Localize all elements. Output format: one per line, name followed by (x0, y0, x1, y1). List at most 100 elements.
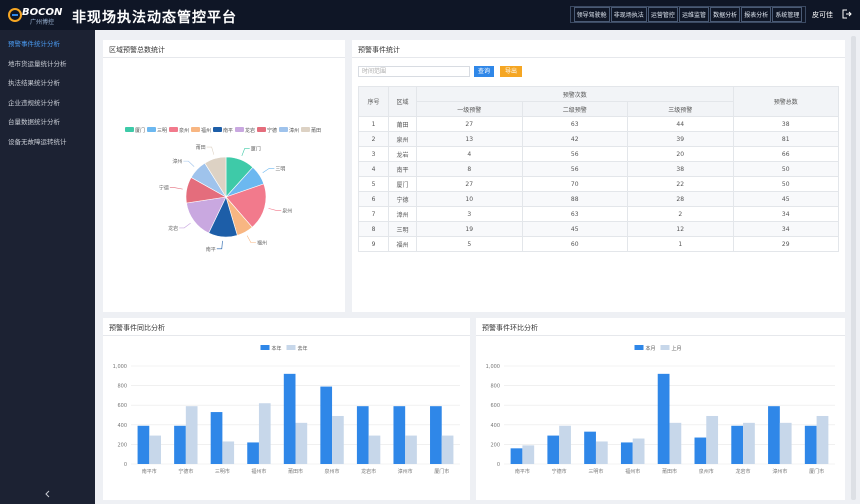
table-cell: 88 (521, 191, 628, 207)
table-cell: 10 (416, 191, 523, 207)
x-tick-label: 龙岩市 (736, 468, 751, 475)
legend-swatch (169, 127, 178, 132)
table-cell: 5 (416, 236, 523, 252)
table-panel: 预警事件统计 时间范围 查询 导出 序号 区域 预警次数 预警总数 一级预警 二级预警 三级… (352, 40, 845, 312)
x-tick-label: 莆田市 (662, 468, 677, 475)
sidebar-item[interactable]: 设备无故障运转统计 (8, 137, 67, 146)
table-cell: 45 (732, 191, 839, 207)
header: BOCON 广州博控 非现场执法动态管控平台 领导驾驶舱 非现场执法 运营管控 运维监… (0, 0, 860, 30)
table-cell: 4 (358, 161, 389, 177)
user-name[interactable]: 皮可佳 (812, 11, 833, 19)
y-tick-label: 600 (490, 403, 500, 409)
nav-item[interactable]: 数据分析 (710, 7, 741, 22)
table-row: 5 厦门 27 70 22 50 (358, 176, 839, 192)
table-cell: 福州 (388, 236, 417, 252)
legend-swatch (147, 127, 156, 132)
bar (210, 412, 223, 464)
table-row: 8 三明 19 45 12 34 (358, 221, 839, 237)
table-cell: 2 (627, 206, 734, 222)
filter-select[interactable]: 时间范围 (358, 66, 470, 77)
table-cell: 56 (521, 161, 628, 177)
table-cell: 34 (732, 221, 839, 237)
sidebar-item[interactable]: 地市货运量统计分析 (8, 59, 67, 68)
bar (804, 425, 817, 464)
table-cell: 63 (521, 116, 628, 132)
table-cell: 66 (732, 146, 839, 162)
export-button[interactable]: 导出 (500, 66, 522, 77)
legend-swatch (279, 127, 288, 132)
query-button[interactable]: 查询 (474, 66, 494, 77)
nav-item[interactable]: 系统管理 (772, 7, 803, 22)
leader-line (169, 187, 183, 190)
bar (522, 445, 535, 464)
legend-label: 南平 (223, 127, 233, 134)
table-cell: 莆田 (388, 116, 417, 132)
bar (743, 422, 755, 464)
scrollbar[interactable] (851, 36, 856, 500)
nav-item[interactable]: 非现场执法 (610, 7, 647, 22)
table-cell: 56 (521, 146, 628, 162)
nav-item[interactable]: 运维监管 (678, 7, 709, 22)
panel-title: 区域预警总数统计 (109, 46, 165, 54)
y-tick-label: 600 (117, 403, 127, 409)
table-cell: 27 (416, 116, 523, 132)
nav-item[interactable]: 报表分析 (741, 7, 772, 22)
legend-label: 本月 (646, 345, 656, 352)
x-tick-label: 三明市 (588, 468, 603, 475)
leader-line (216, 240, 223, 250)
logo: BOCON (22, 7, 63, 18)
table-cell: 8 (416, 161, 523, 177)
x-tick-label: 泉州市 (699, 468, 714, 475)
x-tick-label: 莆田市 (288, 468, 303, 475)
nav-item[interactable]: 运营管控 (647, 7, 678, 22)
leader-line (246, 235, 256, 243)
bar (547, 435, 560, 464)
table-cell: 9 (358, 236, 389, 252)
leader-line (241, 148, 250, 157)
sidebar-item[interactable]: 预警事件统计分析 (8, 40, 60, 48)
bar (247, 442, 259, 464)
table-cell: 8 (358, 221, 389, 237)
x-tick-label: 福州市 (251, 468, 266, 475)
bar (584, 431, 596, 464)
slice-label: 宁德 (159, 185, 169, 192)
logout-icon[interactable] (842, 9, 852, 19)
table-cell: 厦门 (388, 176, 417, 192)
table-cell: 45 (521, 221, 628, 237)
table-cell: 三明 (388, 221, 417, 237)
table-cell: 5 (358, 176, 389, 192)
sidebar-item[interactable]: 企业违规统计分析 (8, 98, 60, 107)
table-row: 3 龙岩 4 56 20 66 (358, 146, 839, 162)
slice-label: 厦门 (251, 145, 261, 152)
bar (295, 422, 308, 464)
app-title: 非现场执法动态管控平台 (72, 10, 237, 26)
table-cell: 1 (358, 116, 389, 132)
table-cell: 2 (358, 131, 389, 147)
table-cell: 12 (627, 221, 734, 237)
table-row: 7 漳州 3 63 2 34 (358, 206, 839, 222)
legend-swatch (191, 127, 200, 132)
table-cell: 龙岩 (388, 146, 417, 162)
panel-title: 预警事件统计 (358, 46, 400, 54)
bar (510, 448, 523, 464)
slice-label: 泉州 (282, 207, 292, 214)
table-row: 2 泉州 13 42 39 81 (358, 131, 839, 147)
collapse-icon[interactable] (44, 490, 52, 498)
header-row: 序号 区域 预警次数 预警总数 (358, 86, 839, 117)
table-cell: 60 (521, 236, 628, 252)
sidebar-item[interactable]: 执法结果统计分析 (8, 79, 60, 87)
bar (430, 406, 442, 464)
table-cell: 19 (416, 221, 523, 237)
x-tick-label: 南平市 (142, 468, 157, 475)
slice-label: 龙岩 (168, 225, 178, 232)
bar (356, 406, 369, 464)
leader-line (179, 222, 191, 229)
x-tick-label: 福州市 (625, 468, 640, 475)
table-row: 9 福州 5 60 1 29 (358, 236, 839, 252)
sidebar-item[interactable]: 台量数据统计分析 (8, 118, 60, 126)
nav-item[interactable]: 领导驾驶舱 (573, 7, 610, 22)
column-header: 区域 (388, 86, 417, 117)
bar (222, 441, 235, 464)
